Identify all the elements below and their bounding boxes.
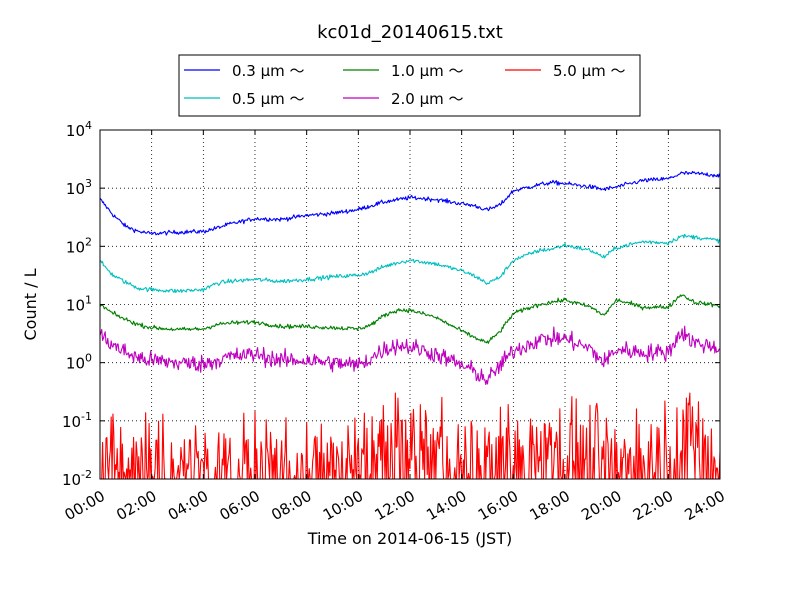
chart-title: kc01d_20140615.txt: [317, 22, 503, 43]
legend-label: 0.5 μm ～: [232, 90, 305, 108]
legend-label: 1.0 μm ～: [391, 62, 464, 80]
series-layer: [99, 170, 721, 480]
y-tick-base: 10: [66, 122, 85, 140]
y-tick-label-exp-wrap: 100: [66, 352, 92, 373]
y-tick-label-exp-wrap: 101: [66, 294, 92, 315]
legend-item-1: 0.3 μm ～: [184, 62, 305, 80]
legend-label: 2.0 μm ～: [391, 90, 464, 108]
y-tick-label-exp-wrap: 10-2: [62, 468, 92, 489]
legend-box: [178, 54, 641, 117]
y-tick-label: 102: [66, 235, 92, 256]
y-tick-label-exp-wrap: 10-1: [62, 410, 92, 431]
y-tick-exponent: -1: [81, 410, 92, 423]
y-tick-base: 10: [66, 297, 85, 315]
y-tick-label: 103: [66, 177, 92, 198]
legend: 0.3 μm ～ 0.5 μm ～ 1.0 μm ～ 2.0 μm ～ 5.0 μm ～: [178, 54, 641, 117]
legend-item-3: 1.0 μm ～: [343, 62, 464, 80]
y-tick-label-exp-wrap: 102: [66, 235, 92, 256]
y-tick-base: 10: [66, 238, 85, 256]
y-tick-exponent: 1: [85, 294, 92, 307]
series-line-5: [100, 392, 721, 480]
series-line-4: [99, 325, 721, 386]
y-tick-exponent: 0: [85, 352, 92, 365]
series-line-2: [99, 233, 721, 294]
y-tick-base: 10: [66, 355, 85, 373]
y-tick-base: 10: [62, 413, 81, 431]
legend-item-5: 5.0 μm ～: [505, 62, 626, 80]
legend-item-2: 0.5 μm ～: [184, 90, 305, 108]
x-axis-label: Time on 2014-06-15 (JST): [307, 529, 512, 548]
y-tick-exponent: -2: [81, 468, 92, 481]
y-tick-exponent: 3: [85, 177, 92, 190]
y-tick-label-exp-wrap: 104: [66, 119, 92, 140]
y-axis-label: Count / L: [21, 268, 40, 340]
y-tick-label-exp-wrap: 103: [66, 177, 92, 198]
legend-item-4: 2.0 μm ～: [343, 90, 464, 108]
y-tick-exponent: 2: [85, 235, 92, 248]
y-tick-label: 100: [66, 352, 92, 373]
legend-label: 0.3 μm ～: [232, 62, 305, 80]
legend-label: 5.0 μm ～: [553, 62, 626, 80]
y-tick-label: 104: [66, 119, 92, 140]
y-tick-label: 101: [66, 294, 92, 315]
series-line-3: [99, 294, 721, 344]
y-tick-base: 10: [62, 471, 81, 489]
series-line-1: [99, 170, 721, 236]
y-tick-base: 10: [66, 180, 85, 198]
y-tick-label: 10-2: [62, 468, 92, 489]
y-tick-label: 10-1: [62, 410, 92, 431]
y-tick-exponent: 4: [85, 119, 92, 132]
